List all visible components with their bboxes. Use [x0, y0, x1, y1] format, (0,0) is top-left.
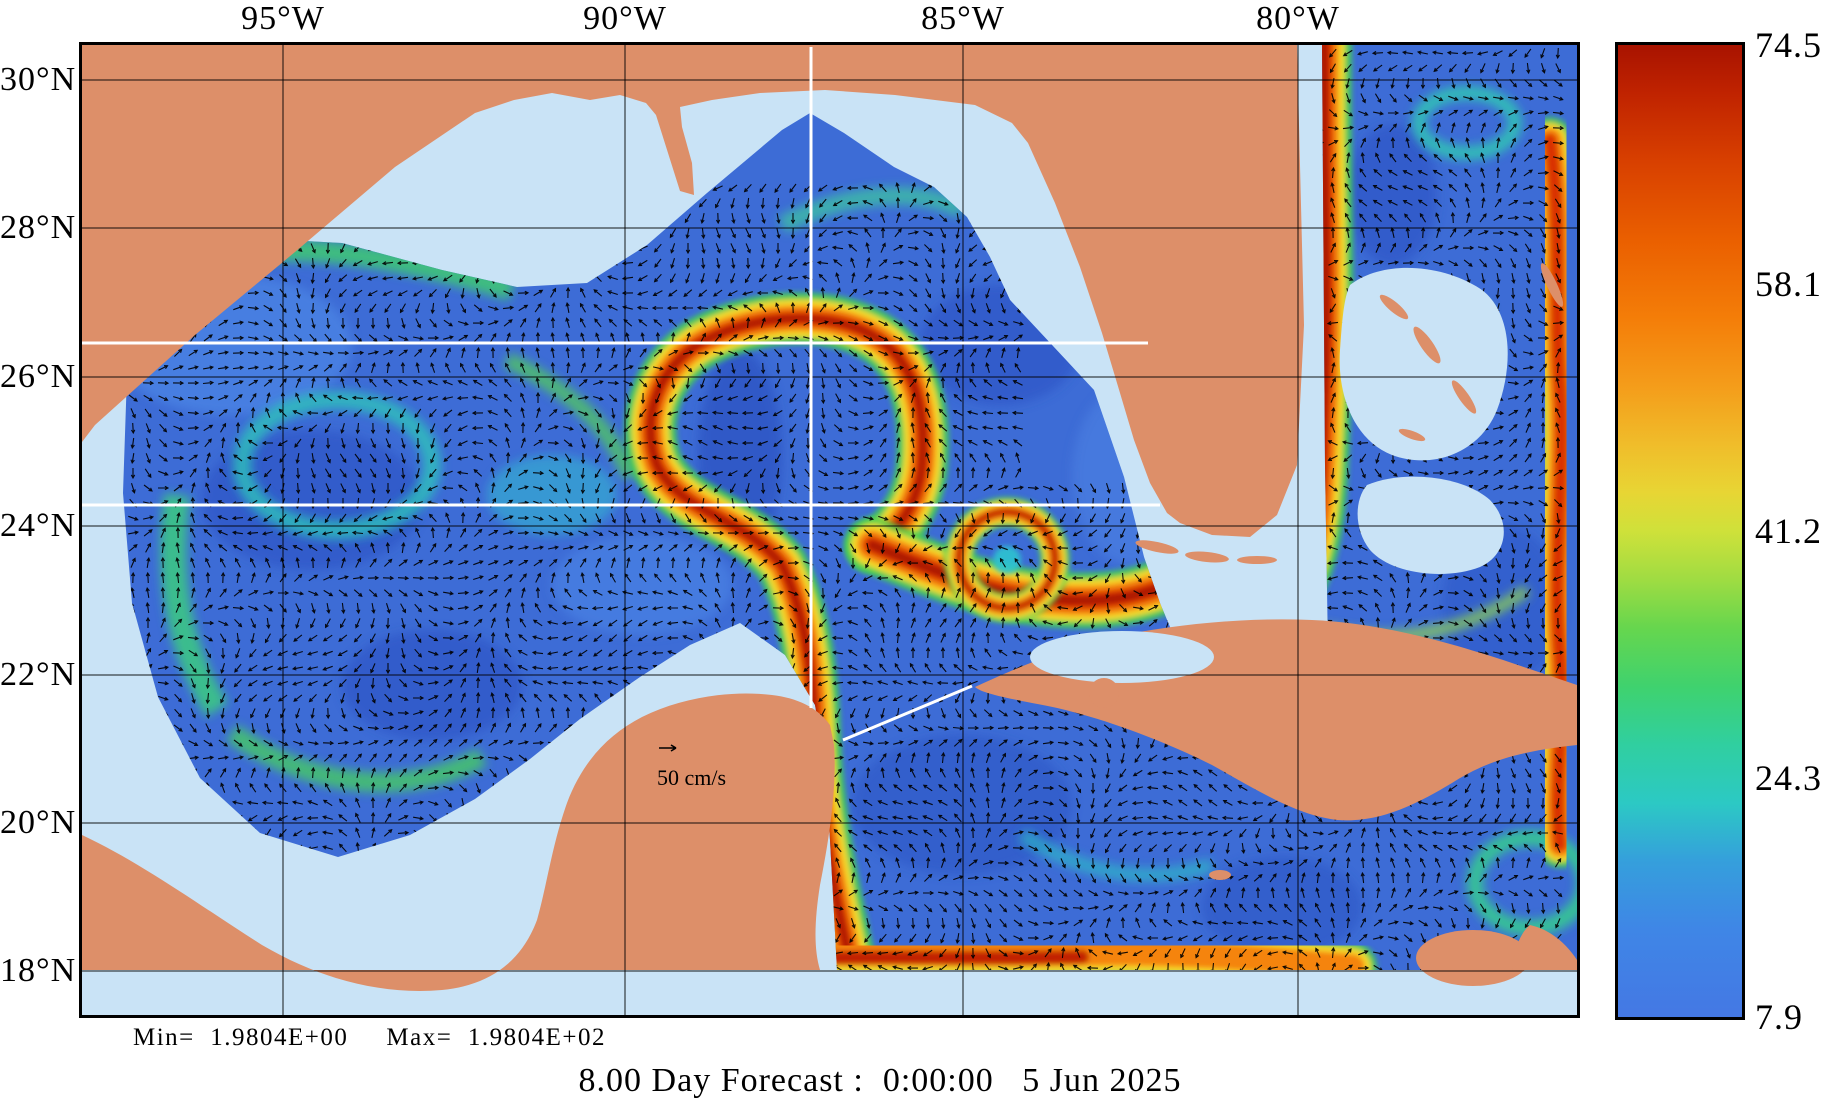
- transect-line-yucatan-channel: [842, 684, 973, 742]
- lon-tick-label: 85°W: [921, 0, 1005, 37]
- land-mexico-yucatan: [82, 693, 835, 991]
- figure-title: 8.00 Day Forecast : 0:00:00 5 Jun 2025: [578, 1062, 1182, 1099]
- colorbar-gradient: [1618, 45, 1742, 1017]
- lat-tick-label: 24°N: [0, 507, 77, 544]
- land-florida-keys: [1135, 540, 1179, 554]
- colorbar-tick-label: 58.1: [1755, 264, 1822, 305]
- lat-tick-label: 26°N: [0, 358, 77, 395]
- graticule: [82, 45, 1577, 1015]
- transect-lines: [82, 47, 1160, 742]
- scale-arrow-icon: [659, 744, 677, 752]
- map-frame: 50 cm/s: [79, 42, 1580, 1018]
- land-jamaica: [1416, 930, 1530, 986]
- field-min-label: Min= 1.9804E+00: [133, 1024, 349, 1051]
- land-north-gulf-florida: [82, 45, 1304, 537]
- lat-tick-label: 20°N: [0, 804, 77, 841]
- colorbar-tick-label: 41.2: [1755, 511, 1822, 551]
- shallow-banks: [1030, 263, 1564, 708]
- lat-tick-label: 22°N: [0, 656, 77, 693]
- colorbar-tick-label: 74.5: [1755, 25, 1822, 65]
- colorbar-tick-label: 24.3: [1755, 757, 1822, 798]
- land-hispaniola-corner: [1512, 925, 1577, 970]
- lat-tick-label: 28°N: [0, 209, 77, 246]
- colorbar: [1615, 42, 1745, 1020]
- lat-tick-label: 30°N: [0, 61, 77, 98]
- land-florida-keys: [1237, 556, 1277, 564]
- isla-juventud: [1089, 678, 1119, 708]
- field-max-label: Max= 1.9804E+02: [386, 1024, 606, 1051]
- lake-okeechobee: [1159, 574, 1185, 600]
- map-canvas: 50 cm/s: [82, 45, 1577, 1015]
- colorbar-tick-label: 7.9: [1755, 997, 1803, 1037]
- land-florida-keys: [1185, 551, 1229, 563]
- lon-tick-label: 90°W: [583, 0, 667, 37]
- lat-tick-label: 18°N: [0, 952, 77, 989]
- field-minmax: Min= 1.9804E+00 Max= 1.9804E+02: [133, 1024, 644, 1052]
- warm-eddy-ring: [944, 497, 1070, 623]
- lon-tick-label: 80°W: [1256, 0, 1340, 37]
- scale-legend: 50 cm/s: [657, 744, 726, 790]
- land-cayman: [1209, 870, 1231, 880]
- scale-label: 50 cm/s: [657, 765, 726, 790]
- lon-tick-label: 95°W: [241, 0, 325, 37]
- gulf-of-batabano: [1030, 631, 1214, 683]
